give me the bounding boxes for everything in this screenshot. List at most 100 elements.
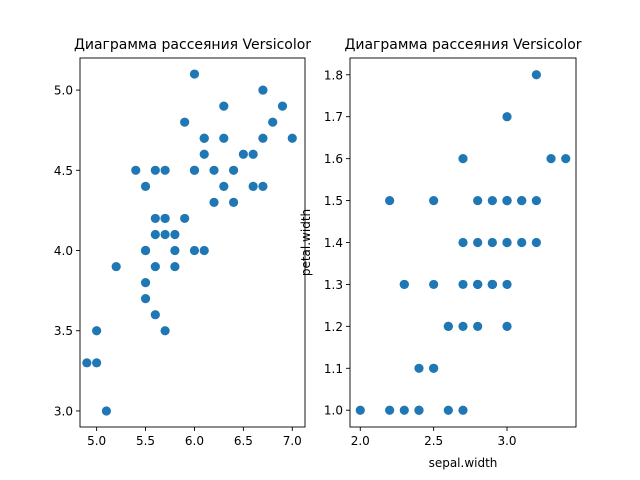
left-data-point	[180, 117, 190, 127]
left-scatter-plot: Диаграмма рассеяния Versicolor 5.0 5.5 6.0 6…	[54, 37, 311, 448]
right-data-point	[458, 279, 468, 290]
right-data-point	[429, 195, 439, 206]
right-data-point	[531, 237, 541, 248]
right-chart-title: Диаграмма рассеяния Versicolor	[344, 37, 581, 53]
right-data-point	[502, 195, 512, 206]
left-data-point	[268, 117, 278, 127]
left-data-point	[199, 133, 209, 143]
right-data-point	[399, 405, 409, 415]
left-data-point	[160, 326, 170, 336]
right-data-point	[502, 112, 512, 122]
right-data-point	[517, 195, 527, 206]
left-data-point	[189, 69, 200, 79]
left-data-point	[150, 165, 160, 175]
left-data-point	[92, 358, 102, 368]
left-data-point	[199, 149, 209, 159]
left-x-tick-label: 6.5	[234, 434, 253, 448]
left-x-tick-label: 6.0	[185, 434, 204, 448]
left-data-point	[82, 358, 92, 368]
right-x-tick-label: 2.0	[351, 434, 370, 448]
left-data-point	[219, 133, 229, 143]
right-y-tick-label: 1.2	[324, 320, 343, 334]
left-data-point	[248, 149, 258, 159]
left-data-point	[150, 261, 160, 272]
left-data-point	[209, 165, 219, 175]
right-y-tick-label: 1.7	[324, 110, 343, 124]
right-x-tick-label: 3.0	[497, 434, 516, 448]
left-axes-frame	[79, 57, 306, 428]
left-data-point	[238, 149, 248, 159]
right-y-tick-label: 1.8	[324, 68, 343, 82]
left-data-point	[160, 213, 170, 224]
right-data-point	[429, 363, 439, 373]
left-data-point	[248, 181, 258, 191]
right-scatter-plot: Диаграмма рассеяния Versicolor 2.0 2.5 3.0 1…	[299, 37, 582, 470]
right-data-point	[502, 237, 512, 248]
left-data-point	[101, 406, 112, 416]
left-data-point	[209, 197, 219, 207]
right-data-point	[443, 321, 453, 331]
right-y-tick-label: 1.1	[324, 362, 343, 376]
left-data-point	[111, 261, 121, 272]
right-data-point	[385, 405, 395, 415]
left-data-point	[180, 213, 190, 224]
right-data-point	[414, 405, 424, 415]
right-y-tick-label: 1.0	[324, 404, 343, 418]
left-data-point	[170, 245, 180, 256]
right-data-point	[458, 321, 468, 331]
left-data-point	[189, 245, 200, 256]
right-data-point	[502, 279, 512, 290]
right-data-point	[487, 195, 497, 206]
right-data-point	[487, 237, 497, 248]
left-data-point	[140, 181, 151, 191]
left-data-point	[140, 294, 151, 304]
left-y-tick-label: 4.5	[54, 164, 73, 178]
right-data-point	[561, 154, 571, 164]
left-data-point	[140, 245, 151, 256]
left-y-tick-label: 3.5	[54, 324, 73, 338]
right-data-point	[399, 279, 409, 290]
left-data-point	[287, 133, 297, 143]
right-data-point	[355, 405, 365, 415]
right-data-point	[531, 70, 541, 80]
right-data-point	[502, 321, 512, 331]
left-data-point	[150, 310, 160, 320]
right-data-point	[443, 405, 453, 415]
left-data-point	[160, 229, 170, 240]
left-x-tick-label: 5.0	[87, 434, 106, 448]
right-x-axis-title: sepal.width	[429, 456, 498, 470]
right-data-point	[473, 321, 483, 331]
right-data-point	[531, 195, 541, 206]
left-data-point	[150, 229, 160, 240]
left-data-point	[150, 213, 160, 224]
right-y-tick-label: 1.5	[324, 194, 343, 208]
right-data-point	[473, 237, 483, 248]
left-data-point	[170, 229, 180, 240]
left-x-tick-label: 7.0	[283, 434, 302, 448]
right-y-tick-label: 1.3	[324, 278, 343, 292]
right-data-point	[473, 279, 483, 290]
right-data-point	[385, 195, 395, 206]
left-chart-title: Диаграмма рассеяния Versicolor	[74, 37, 311, 53]
left-data-point	[277, 101, 288, 111]
right-data-point	[487, 279, 497, 290]
right-data-point	[473, 195, 483, 206]
left-y-tick-label: 3.0	[54, 404, 73, 418]
left-x-tick-label: 5.5	[136, 434, 155, 448]
right-data-point	[458, 237, 468, 248]
left-data-point	[228, 197, 239, 207]
right-y-axis-title: petal.width	[299, 209, 313, 276]
right-data-point	[458, 154, 468, 164]
right-data-point	[414, 363, 424, 373]
left-data-point	[258, 133, 268, 143]
left-data-point	[228, 165, 239, 175]
right-data-point	[546, 154, 556, 164]
right-data-point	[458, 405, 468, 415]
right-y-tick-label: 1.6	[324, 152, 343, 166]
left-data-point	[131, 165, 141, 175]
left-data-point	[219, 101, 229, 111]
left-data-point	[258, 85, 268, 95]
left-data-point	[219, 181, 229, 191]
left-data-point	[92, 326, 102, 336]
